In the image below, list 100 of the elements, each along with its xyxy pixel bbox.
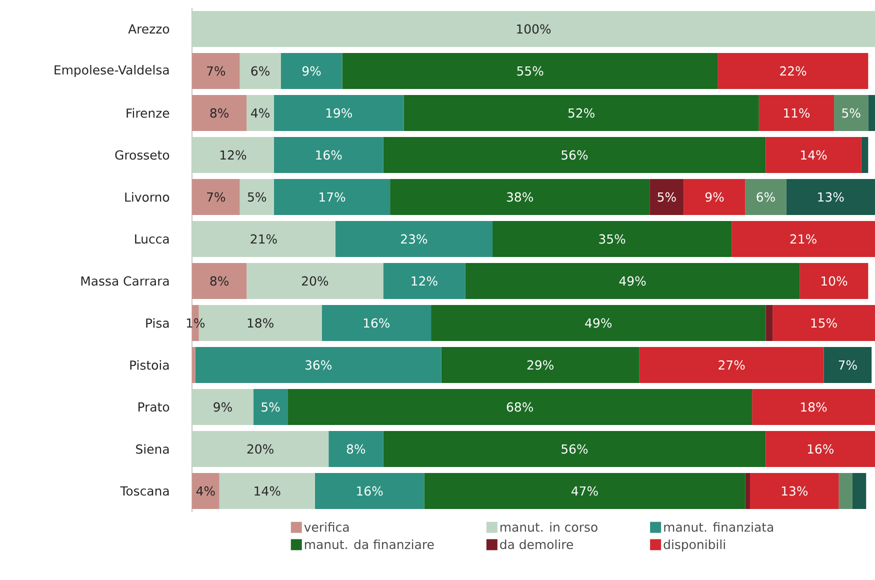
- bar: [424, 473, 746, 510]
- bar: [492, 221, 732, 258]
- y-tick-label: Firenze: [126, 108, 170, 118]
- bar: [861, 137, 868, 174]
- data-label: 7%: [207, 66, 226, 76]
- y-tick-label: Empolese-Valdelsa: [54, 64, 169, 78]
- legend-label: disponibili: [664, 540, 725, 552]
- bar: [441, 347, 640, 384]
- bar: [750, 473, 839, 510]
- data-label: 7%: [838, 360, 857, 370]
- bar: [240, 53, 281, 89]
- bar: [404, 95, 759, 132]
- data-label: 13%: [782, 486, 808, 496]
- bar: [745, 179, 786, 216]
- bar: [852, 473, 866, 510]
- data-label: 17%: [320, 192, 346, 202]
- bar: [246, 263, 384, 300]
- bar: [280, 53, 342, 89]
- bar: [772, 305, 875, 342]
- data-label: 11%: [784, 108, 810, 118]
- data-label: 8%: [210, 276, 229, 286]
- data-label: 56%: [562, 150, 588, 160]
- data-label: 14%: [801, 150, 827, 160]
- data-label: 4%: [196, 486, 215, 496]
- data-label: 5%: [842, 108, 860, 118]
- bar: [766, 431, 875, 468]
- bar: [192, 95, 247, 132]
- bar: [639, 347, 824, 384]
- bar: [383, 137, 766, 174]
- bar: [322, 305, 432, 342]
- bar: [335, 221, 493, 258]
- data-label: 8%: [346, 444, 366, 454]
- data-label: 1%: [186, 318, 205, 328]
- bar: [431, 305, 766, 342]
- bar: [383, 263, 466, 300]
- data-label: 18%: [248, 318, 274, 328]
- data-label: 35%: [599, 234, 626, 244]
- data-label: 4%: [251, 108, 270, 118]
- data-label: 18%: [801, 402, 827, 412]
- data-label: 8%: [210, 108, 229, 118]
- bar: [650, 179, 684, 216]
- bar: [192, 179, 240, 216]
- bar: [192, 347, 196, 384]
- bar: [800, 263, 868, 300]
- bar: [838, 473, 852, 510]
- data-label: 9%: [302, 66, 321, 76]
- data-label: 23%: [401, 234, 428, 244]
- data-label: 13%: [818, 192, 844, 202]
- bar: [328, 431, 384, 468]
- y-tick-label: Prato: [138, 402, 170, 412]
- bar: [192, 53, 240, 89]
- bar: [274, 179, 390, 216]
- data-label: 16%: [364, 318, 390, 328]
- data-label: 19%: [326, 108, 352, 118]
- bar: [732, 221, 875, 258]
- bar: [786, 179, 875, 216]
- bar: [834, 95, 868, 132]
- data-label: 6%: [756, 192, 775, 202]
- data-label: 5%: [262, 402, 280, 412]
- data-label: 14%: [254, 486, 280, 496]
- y-tick-label: Livorno: [125, 192, 170, 202]
- data-label: 56%: [562, 444, 588, 454]
- data-label: 36%: [305, 360, 332, 370]
- data-label: 16%: [316, 150, 342, 160]
- y-tick-label: Grosseto: [115, 150, 170, 160]
- data-label: 10%: [822, 276, 848, 286]
- data-label: 68%: [506, 402, 533, 412]
- bar: [824, 347, 872, 384]
- bar: [195, 347, 442, 384]
- data-label: 100%: [517, 24, 551, 34]
- data-label: 9%: [214, 402, 232, 412]
- data-label: 49%: [585, 318, 612, 328]
- data-label: 5%: [658, 192, 676, 202]
- data-label: 55%: [517, 66, 544, 76]
- data-label: 27%: [718, 360, 745, 370]
- data-label: 47%: [571, 486, 598, 496]
- bar: [868, 95, 875, 132]
- data-label: 20%: [302, 276, 328, 286]
- data-label: 16%: [808, 444, 834, 454]
- data-label: 15%: [811, 318, 837, 328]
- bar: [192, 263, 247, 300]
- data-label: 38%: [506, 192, 533, 202]
- y-tick-label: Massa Carrara: [81, 276, 169, 286]
- bar: [240, 179, 274, 216]
- data-label: 9%: [705, 192, 724, 202]
- bar: [766, 305, 773, 342]
- legend-label: manut. in corso: [500, 522, 598, 532]
- data-label: 12%: [220, 150, 246, 160]
- data-label: 20%: [247, 444, 274, 454]
- y-tick-label: Siena: [136, 444, 169, 454]
- bar: [766, 137, 862, 174]
- data-label: 29%: [527, 360, 554, 370]
- legend-label: manut. da finanziare: [304, 540, 434, 550]
- bar: [274, 137, 384, 174]
- y-tick-label: Toscana: [120, 486, 169, 496]
- data-label: 21%: [250, 234, 277, 244]
- data-label: 52%: [568, 108, 594, 118]
- bar: [274, 95, 404, 132]
- bar: [219, 473, 315, 510]
- data-label: 49%: [619, 276, 646, 286]
